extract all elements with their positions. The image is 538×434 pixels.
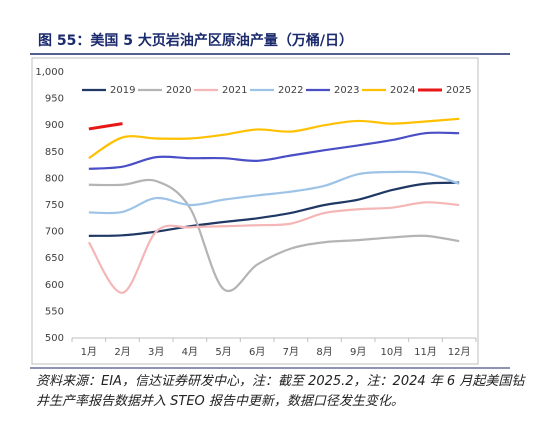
x-tick-label: 8月 — [316, 346, 332, 358]
series-line — [88, 181, 460, 237]
y-tick-label: 800 — [45, 173, 64, 184]
x-tick-label: 10月 — [380, 346, 403, 358]
x-tick-label: 1月 — [81, 346, 97, 358]
x-tick-label: 6月 — [249, 346, 265, 358]
series-line — [88, 131, 460, 170]
series-line — [88, 117, 460, 160]
chart-border — [31, 57, 479, 365]
y-tick-label: 1,000 — [35, 67, 64, 78]
legend-label: 2023 — [334, 85, 359, 96]
x-tick-label: 2月 — [114, 346, 130, 358]
y-tick-label: 650 — [45, 253, 64, 264]
x-tick-label: 11月 — [414, 346, 437, 358]
series-line — [88, 170, 460, 215]
y-tick-label: 950 — [45, 94, 64, 105]
x-tick-label: 3月 — [148, 346, 164, 358]
legend-label: 2024 — [390, 85, 415, 96]
y-tick-label: 900 — [45, 120, 64, 131]
legend-label: 2020 — [166, 85, 191, 96]
legend-label: 2021 — [222, 85, 247, 96]
source-note: 资料来源：EIA，信达证券研发中心，注：截至 2025.2，注：2024 年 6… — [36, 374, 525, 409]
x-tick-label: 12月 — [448, 346, 471, 358]
legend-label: 2022 — [278, 85, 303, 96]
series-line — [88, 178, 460, 293]
legend-label: 2019 — [110, 85, 135, 96]
series-line — [87, 201, 460, 294]
x-tick-label: 7月 — [283, 346, 299, 358]
y-tick-label: 550 — [45, 306, 64, 317]
x-tick-label: 4月 — [182, 346, 198, 358]
y-tick-label: 600 — [45, 280, 64, 291]
chart-title: 图 55：美国 5 大页岩油产区原油产量（万桶/日） — [38, 33, 353, 49]
y-tick-label: 500 — [45, 333, 64, 344]
y-tick-label: 700 — [45, 227, 64, 238]
series-line — [88, 122, 123, 131]
x-tick-label: 5月 — [215, 346, 231, 358]
x-tick-label: 9月 — [350, 346, 366, 358]
legend-label: 2025 — [446, 85, 471, 96]
y-tick-label: 850 — [45, 147, 64, 158]
y-tick-label: 750 — [45, 200, 64, 211]
